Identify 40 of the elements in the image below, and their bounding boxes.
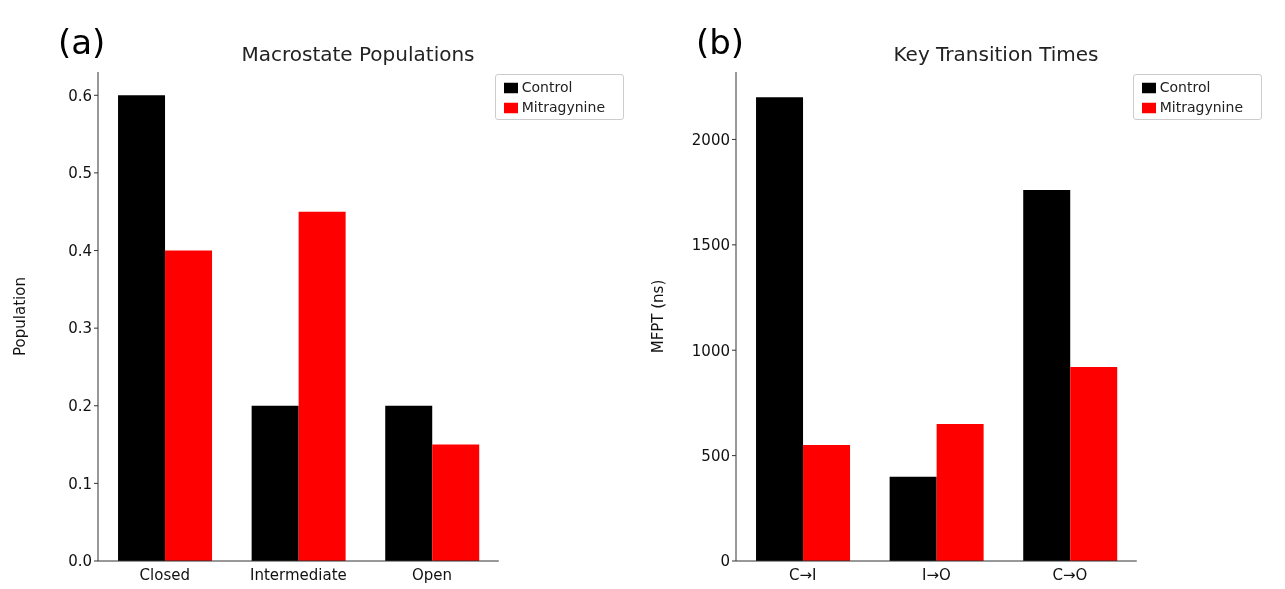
y-tick-label: 1000: [691, 341, 730, 360]
y-tick-label: 0.5: [68, 164, 92, 183]
x-tick-label: Open: [411, 565, 453, 584]
y-tick-label: 0.2: [68, 397, 92, 416]
y-tick-label: 0.0: [68, 552, 92, 571]
bar: [251, 405, 299, 561]
legend-label: Control: [521, 79, 573, 95]
x-tick-label: C→I: [789, 565, 817, 584]
y-tick-label: 0: [720, 552, 730, 571]
y-tick-label: 0.4: [68, 241, 92, 260]
legend-label: Control: [1159, 79, 1211, 95]
x-tick-label: Intermediate: [250, 565, 347, 584]
bar: [936, 424, 984, 561]
x-tick-label: I→O: [921, 565, 951, 584]
chart-title: Key Transition Times: [893, 42, 1099, 66]
bar: [298, 211, 346, 561]
bar: [1070, 367, 1118, 561]
y-tick-label: 0.1: [68, 474, 92, 493]
bar: [803, 445, 851, 561]
y-tick-label: 2000: [691, 130, 730, 149]
chart-title: Macrostate Populations: [241, 42, 475, 66]
bar: [889, 476, 937, 561]
x-tick-label: C→O: [1052, 565, 1088, 584]
y-tick-label: 0.3: [68, 319, 92, 338]
bar: [165, 250, 213, 561]
legend-label: Mitragynine: [521, 99, 605, 115]
bar: [385, 405, 433, 561]
bar: [432, 444, 480, 561]
text: (b): [696, 22, 745, 62]
bar: [1023, 190, 1071, 561]
y-axis-title: Population: [11, 277, 30, 356]
y-axis-title: MFPT (ns): [649, 279, 668, 354]
legend-label: Mitragynine: [1159, 99, 1243, 115]
y-tick-label: 0.6: [68, 86, 92, 105]
bar: [118, 95, 166, 561]
bar: [756, 97, 804, 561]
x-tick-label: Closed: [139, 565, 190, 584]
y-tick-label: 1500: [691, 236, 730, 255]
text: (a): [58, 22, 106, 62]
y-tick-label: 500: [701, 446, 730, 465]
